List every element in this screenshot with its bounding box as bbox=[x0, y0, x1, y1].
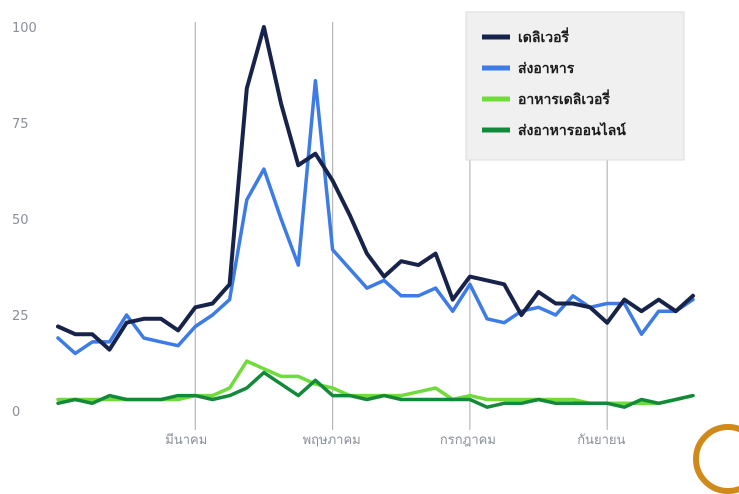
legend-item: เดลิเวอรี่ bbox=[482, 27, 570, 46]
y-tick-label: 25 bbox=[12, 309, 29, 324]
series-line bbox=[56, 25, 695, 352]
x-axis-ticks: มีนาคม พฤษภาคม กรกฎาคม กันยายน bbox=[165, 432, 625, 448]
legend-label: ส่งอาหาร bbox=[518, 61, 575, 77]
y-tick-label: 75 bbox=[12, 117, 29, 132]
legend-box bbox=[465, 11, 685, 161]
legend-label: อาหารเดลิเวอรี่ bbox=[518, 89, 610, 108]
x-tick-label: กันยายน bbox=[577, 433, 625, 448]
y-tick-label: 0 bbox=[12, 405, 20, 420]
legend-item: อาหารเดลิเวอรี่ bbox=[482, 89, 610, 108]
series-lines bbox=[56, 25, 695, 409]
y-tick-label: 50 bbox=[12, 213, 29, 228]
legend-item: ส่งอาหารออนไลน์ bbox=[482, 121, 626, 139]
legend: เดลิเวอรี่ ส่งอาหาร อาหารเดลิเวอรี่ ส่งอ… bbox=[465, 11, 685, 161]
series-line bbox=[56, 370, 695, 409]
line-chart: 0 25 50 75 100 มีนาคม พฤษภาคม กรกฎาคม กันยายน เ… bbox=[12, 11, 695, 448]
x-tick-label: พฤษภาคม bbox=[303, 433, 361, 448]
legend-item: ส่งอาหาร bbox=[482, 61, 575, 77]
legend-label: ส่งอาหารออนไลน์ bbox=[518, 121, 626, 139]
x-tick-label: กรกฎาคม bbox=[440, 433, 496, 448]
y-axis-ticks: 0 25 50 75 100 bbox=[12, 21, 37, 420]
y-tick-label: 100 bbox=[12, 21, 37, 36]
legend-label: เดลิเวอรี่ bbox=[518, 27, 570, 46]
x-tick-label: มีนาคม bbox=[165, 432, 207, 448]
